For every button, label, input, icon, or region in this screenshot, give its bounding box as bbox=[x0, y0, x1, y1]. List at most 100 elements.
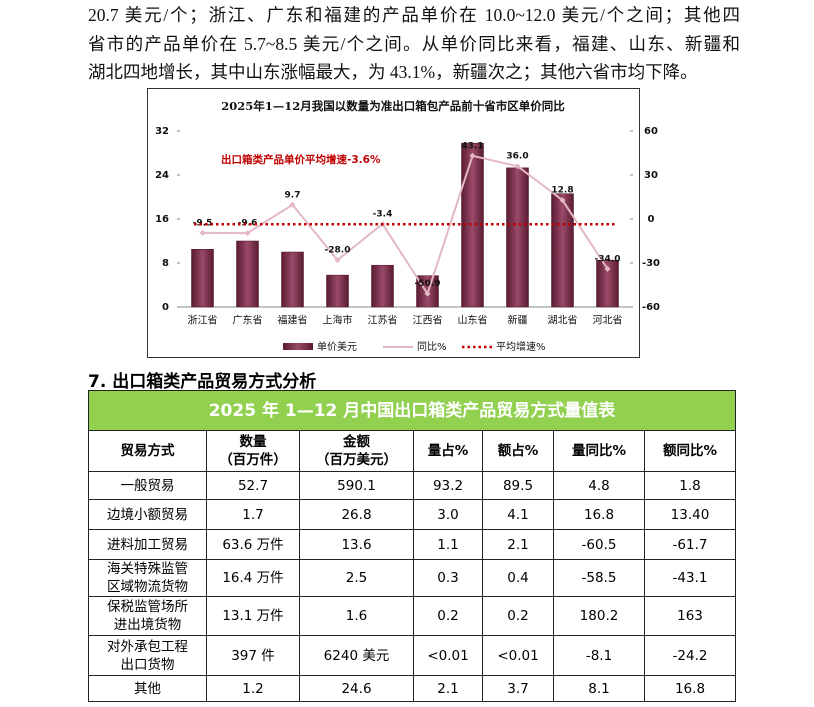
y-tick-label: 8 bbox=[162, 258, 169, 269]
bar bbox=[326, 274, 349, 308]
table-row: 对外承包工程 出口货物 397 件 6240 美元 <0.01 <0.01 -8.1 -24… bbox=[88, 635, 736, 676]
x-tick-label: 浙江省 bbox=[188, 314, 218, 327]
x-tick-label: 河北省 bbox=[593, 314, 623, 327]
data-cell: <0.01 bbox=[413, 635, 483, 676]
data-cell: 26.8 bbox=[299, 499, 414, 530]
data-cell: 13.6 bbox=[299, 529, 414, 560]
x-tick-label: 江苏省 bbox=[368, 314, 398, 327]
x-tick-label: 福建省 bbox=[278, 314, 308, 327]
row-label: 进料加工贸易 bbox=[88, 529, 207, 560]
data-cell: -24.2 bbox=[644, 635, 736, 676]
row-label: 其他 bbox=[88, 675, 207, 702]
line bbox=[202, 154, 609, 296]
data-cell: 4.1 bbox=[482, 499, 554, 530]
bar bbox=[371, 264, 394, 308]
y2-tick-label: -60 bbox=[642, 302, 660, 313]
data-cell: 163 bbox=[644, 596, 736, 636]
bar bbox=[506, 167, 529, 308]
data-cell: 0.4 bbox=[482, 559, 554, 597]
data-cell: -58.5 bbox=[553, 559, 645, 597]
y-tick-label: 16 bbox=[155, 214, 169, 225]
data-cell: 590.1 bbox=[299, 471, 414, 500]
header-cell: 量同比% bbox=[553, 430, 645, 472]
table-row: 贸易方式 数量 （百万件） 金额 （百万美元） 量占% 额占% 量同比% 额同比% bbox=[88, 430, 736, 472]
marker bbox=[334, 257, 341, 264]
data-cell: 16.8 bbox=[553, 499, 645, 530]
data-cell: 397 件 bbox=[206, 635, 300, 676]
header-cell: 额同比% bbox=[644, 430, 736, 472]
data-label: -28.0 bbox=[325, 246, 351, 256]
data-cell: 63.6 万件 bbox=[206, 529, 300, 560]
chart: 2025年1—12月我国以数量为准出口箱包产品前十省市区单价同比 出口箱类产品单… bbox=[155, 99, 660, 353]
data-cell: 4.8 bbox=[553, 471, 645, 500]
data-cell: 1.2 bbox=[206, 675, 300, 702]
data-cell: 1.8 bbox=[644, 471, 736, 500]
data-cell: 6240 美元 bbox=[299, 635, 414, 676]
paragraph-line: 20.7 美元/个；浙江、广东和福建的产品单价在 10.0~12.0 美元/个之… bbox=[88, 5, 740, 25]
table-row: 海关特殊监管 区域物流货物 16.4 万件 2.5 0.3 0.4 -58.5 -43.1 bbox=[88, 559, 736, 597]
data-cell: <0.01 bbox=[482, 635, 554, 676]
row-label: 一般贸易 bbox=[88, 471, 207, 500]
y2-tick-label: -30 bbox=[642, 258, 660, 269]
data-cell: 2.5 bbox=[299, 559, 414, 597]
data-cell: -61.7 bbox=[644, 529, 736, 560]
data-label: -50.9 bbox=[415, 279, 441, 289]
data-cell: -8.1 bbox=[553, 635, 645, 676]
x-tick-label: 新疆 bbox=[508, 314, 528, 327]
marker bbox=[559, 197, 566, 204]
table-row: 进料加工贸易 63.6 万件 13.6 1.1 2.1 -60.5 -61.7 bbox=[88, 529, 736, 560]
data-cell: 0.2 bbox=[413, 596, 483, 636]
y-tick-label: 24 bbox=[155, 170, 169, 181]
annotation: 出口箱类产品单价平均增速-3.6% bbox=[221, 153, 381, 166]
data-cell: 13.1 万件 bbox=[206, 596, 300, 636]
data-cell: 24.6 bbox=[299, 675, 414, 702]
header-cell: 贸易方式 bbox=[88, 430, 207, 472]
paragraph-line: 省市的产品单价在 5.7~8.5 美元/个之间。从单价同比来看，福建、山东、新疆… bbox=[88, 34, 740, 54]
data-cell: -60.5 bbox=[553, 529, 645, 560]
data-cell: 8.1 bbox=[553, 675, 645, 702]
chart-title: 2025年1—12月我国以数量为准出口箱包产品前十省市区单价同比 bbox=[221, 99, 565, 113]
data-label: 9.7 bbox=[285, 190, 301, 200]
bar bbox=[596, 260, 619, 308]
data-label: -9.6 bbox=[238, 219, 258, 229]
legend-label: 单价美元 bbox=[317, 340, 357, 353]
data-cell: 13.40 bbox=[644, 499, 736, 530]
data-cell: 52.7 bbox=[206, 471, 300, 500]
data-cell: 3.0 bbox=[413, 499, 483, 530]
y2-tick-label: 0 bbox=[648, 214, 655, 225]
data-cell: 16.4 万件 bbox=[206, 559, 300, 597]
marker bbox=[244, 230, 251, 237]
data-cell: 180.2 bbox=[553, 596, 645, 636]
marker bbox=[514, 163, 521, 170]
x-tick-label: 广东省 bbox=[233, 314, 263, 327]
legend-label: 平均增速% bbox=[496, 340, 546, 353]
table: 2025 年 1—12 月中国出口箱类产品贸易方式量值表 贸易方式 数量 （百万件）… bbox=[88, 390, 736, 702]
marker bbox=[424, 290, 431, 297]
table-row: 边境小额贸易 1.7 26.8 3.0 4.1 16.8 13.40 bbox=[88, 499, 736, 530]
marker bbox=[604, 265, 611, 272]
table-row: 其他 1.2 24.6 2.1 3.7 8.1 16.8 bbox=[88, 675, 736, 702]
bar bbox=[551, 193, 574, 308]
header-cell: 量占% bbox=[413, 430, 483, 472]
chart-frame bbox=[147, 88, 640, 358]
x-tick-label: 山东省 bbox=[458, 314, 488, 327]
data-cell: 16.8 bbox=[644, 675, 736, 702]
data-label: 12.8 bbox=[551, 186, 573, 196]
header-cell: 数量 （百万件） bbox=[206, 430, 300, 472]
row-label: 保税监管场所 进出境货物 bbox=[88, 596, 207, 636]
x-tick-label: 上海市 bbox=[323, 314, 353, 327]
data-label: -9.5 bbox=[193, 218, 213, 228]
data-label: -3.4 bbox=[373, 209, 393, 219]
y-tick-label: 0 bbox=[162, 302, 169, 313]
row-label: 边境小额贸易 bbox=[88, 499, 207, 530]
bar bbox=[461, 142, 484, 308]
bar bbox=[236, 240, 259, 308]
legend-swatch bbox=[283, 343, 313, 350]
data-cell: 1.7 bbox=[206, 499, 300, 530]
header-cell: 额占% bbox=[482, 430, 554, 472]
y-tick-label: 32 bbox=[155, 126, 169, 137]
legend-label: 同比% bbox=[417, 341, 447, 353]
marker bbox=[469, 152, 476, 159]
data-label: 36.0 bbox=[506, 152, 528, 162]
